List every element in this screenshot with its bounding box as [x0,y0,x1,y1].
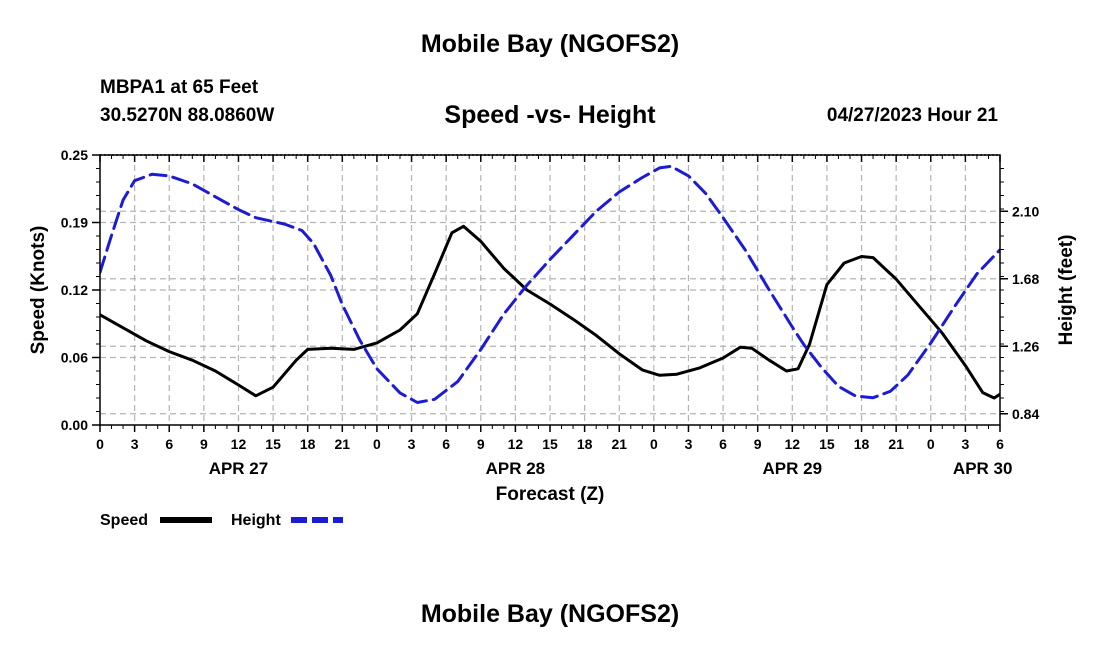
y-axis-title-right: Height (feet) [1056,235,1077,346]
x-tick-label: 0 [927,436,935,452]
x-tick-label: 6 [719,436,727,452]
series-line-speed [100,224,1000,400]
x-tick-label: 15 [819,436,835,452]
x-tick-label: 18 [854,436,870,452]
x-tick-label: 18 [577,436,593,452]
y-tick-label-right: 2.10 [1012,203,1039,219]
x-tick-label: 6 [442,436,450,452]
date-label: APR 28 [486,459,546,478]
x-tick-label: 0 [650,436,658,452]
series-line-height [100,164,1000,404]
y-axis-title-left: Speed (Knots) [28,226,49,355]
x-tick-label: 3 [685,436,693,452]
chart-main-title: Mobile Bay (NGOFS2) [420,30,680,58]
forecast-datetime: 04/27/2023 Hour 21 [826,105,998,126]
bottom-repeat-title: Mobile Bay (NGOFS2) [420,600,680,628]
date-label: APR 29 [763,459,823,478]
x-tick-label: 21 [335,436,351,452]
y-tick-label-left: 0.12 [61,282,88,298]
x-tick-label: 12 [508,436,524,452]
legend-label-speed: Speed [100,512,148,529]
x-tick-label: 15 [265,436,281,452]
x-tick-label: 0 [373,436,381,452]
date-label: APR 30 [953,459,1013,478]
x-tick-label: 21 [611,436,627,452]
x-tick-label: 21 [888,436,904,452]
x-tick-label: 0 [96,436,104,452]
date-label: APR 27 [209,459,269,478]
station-label: MBPA1 at 65 Feet [100,77,259,98]
y-tick-label-left: 0.19 [61,215,88,231]
grid [100,155,1000,425]
tick-labels: 0 3 6 9 12 15 18 21 0 3 6 9 12 15 18 21 0 3 6 9 12 15 18 21 0 3 6 A… [61,147,1040,478]
x-axis-title: Forecast (Z) [496,484,605,505]
x-tick-label: 12 [231,436,247,452]
y-tick-label-left: 0.00 [61,417,88,433]
legend-label-height: Height [231,512,281,529]
y-tick-label-right: 1.68 [1012,271,1039,287]
x-tick-label: 9 [200,436,208,452]
x-tick-label: 12 [785,436,801,452]
x-tick-label: 9 [754,436,762,452]
series-layer [100,164,1000,404]
x-tick-label: 3 [408,436,416,452]
x-tick-label: 6 [996,436,1004,452]
x-tick-label: 18 [300,436,316,452]
y-tick-label-left: 0.06 [61,350,88,366]
station-coordinates: 30.5270N 88.0860W [100,105,275,126]
x-tick-label: 15 [542,436,558,452]
chart-subtitle: Speed -vs- Height [444,101,656,129]
x-tick-label: 3 [961,436,969,452]
x-tick-label: 6 [165,436,173,452]
x-tick-label: 9 [477,436,485,452]
x-tick-label: 3 [131,436,139,452]
ticks [92,154,1008,432]
y-tick-label-right: 1.26 [1012,338,1039,354]
y-tick-label-right: 0.84 [1012,406,1039,422]
y-tick-label-left: 0.25 [61,147,88,163]
legend: Speed Height [100,512,343,529]
